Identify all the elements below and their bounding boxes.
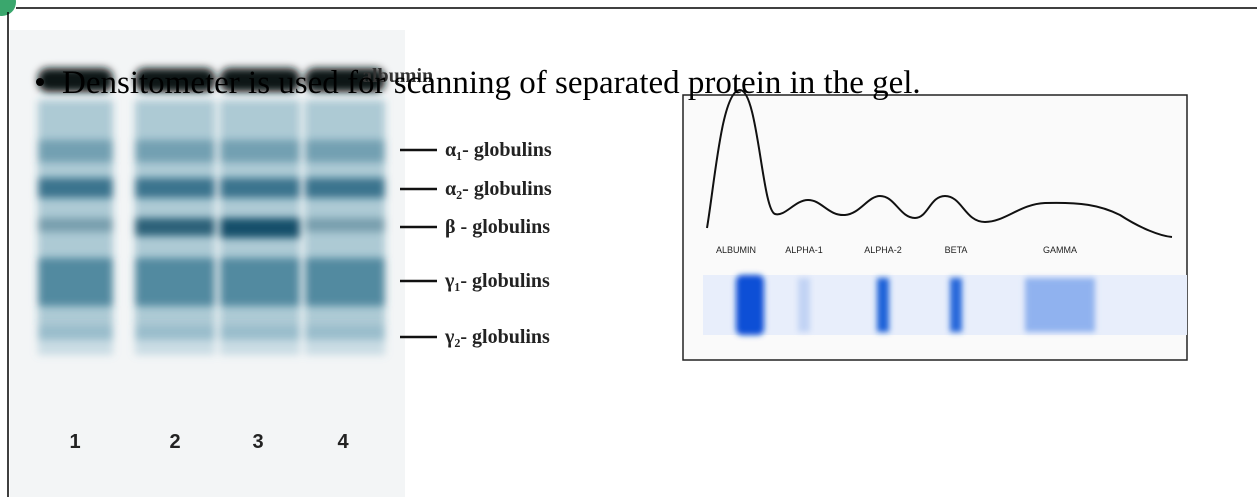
bullet-dot <box>36 78 44 86</box>
gel-band-label: α₁- globulins <box>445 139 552 161</box>
slide: albumin α₁- globulinsα₂- globulinsβ - gl… <box>0 0 1257 497</box>
densitometer-label: ALPHA-2 <box>864 245 902 255</box>
densitometer-label: ALBUMIN <box>716 245 756 255</box>
densitometer-image: ALBUMIN ALPHA-1 ALPHA-2 BETA GAMMA <box>683 90 1187 360</box>
gel-band-label: β - globulins <box>445 216 550 238</box>
bullet-text: Densitometer is used for scanning of sep… <box>62 65 921 101</box>
densitometer-label: GAMMA <box>1043 245 1077 255</box>
gel-band-label: γ₁- globulins <box>444 270 550 292</box>
lane-number: 4 <box>337 431 349 453</box>
densitometer-label: ALPHA-1 <box>785 245 823 255</box>
lane-number: 3 <box>252 431 263 453</box>
lane-number: 2 <box>169 431 180 453</box>
lane-number: 1 <box>69 431 80 453</box>
densitometer-label: BETA <box>945 245 968 255</box>
gel-band-label: γ₂- globulins <box>444 326 550 348</box>
gel-band-label: α₂- globulins <box>445 178 552 200</box>
